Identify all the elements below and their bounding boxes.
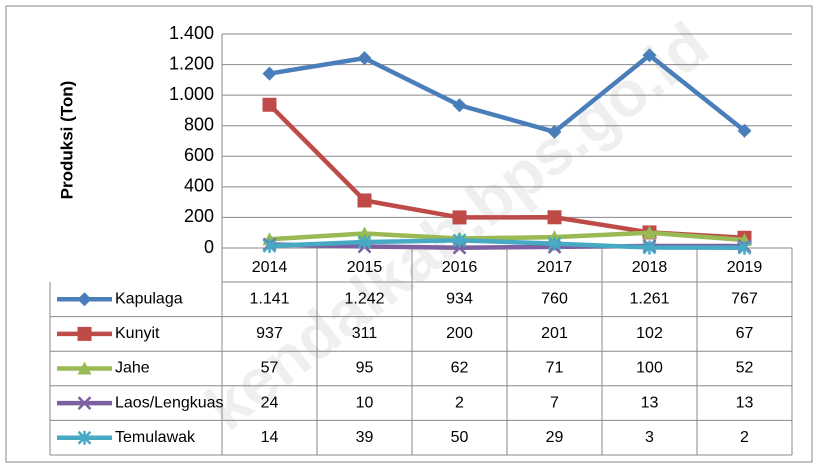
table-cell: 200 [446,325,473,342]
table-cell: 10 [356,394,374,411]
table-cell: 39 [356,429,374,446]
table-cell: 102 [636,325,663,342]
data-point [642,48,657,63]
data-point [452,210,467,225]
data-point [357,235,372,250]
y-tick-label: 600 [184,145,214,165]
table-cell: 934 [446,291,473,308]
table-cell: 13 [641,394,659,411]
table-cell: 14 [261,429,279,446]
legend-marker [77,326,92,341]
y-tick-label: 1.000 [169,84,214,104]
table-cell: 50 [451,429,469,446]
legend-marker [77,361,92,375]
table-cell: 67 [736,325,754,342]
table-cell: 29 [546,429,564,446]
legend-marker [77,430,92,445]
data-point [547,124,562,139]
y-axis-label: Produksi (Ton) [57,81,76,200]
legend-label: Temulawak [115,429,196,446]
table-cell: 311 [352,325,378,342]
series-line [269,230,745,243]
x-tick-label: 2014 [252,259,288,276]
data-point [547,210,562,225]
table-cell: 24 [261,394,279,411]
x-tick-label: 2019 [727,259,763,276]
table-cell: 760 [541,291,568,308]
table-cell: 95 [356,360,374,377]
legend-label: Kapulaga [115,291,183,308]
x-tick-label: 2017 [537,259,573,276]
data-point [452,98,467,113]
table-cell: 2 [455,394,464,411]
table-cell: 57 [261,360,279,377]
y-tick-label: 1.200 [169,53,214,73]
y-tick-label: 800 [184,114,214,134]
y-tick-label: 1.400 [169,23,214,43]
legend-marker [77,396,92,410]
legend-marker [77,292,92,307]
data-point [262,97,277,112]
data-point [357,193,372,208]
table-cell: 767 [731,291,758,308]
x-tick-label: 2015 [347,259,383,276]
table-cell: 71 [546,360,564,377]
y-tick-label: 200 [184,206,214,226]
data-point [262,238,277,253]
data-point [357,51,372,66]
data-point [357,226,372,240]
data-point [262,66,277,81]
series-line [269,238,745,250]
y-tick-label: 400 [184,176,214,196]
table-cell: 100 [636,360,663,377]
table-cell: 1.242 [344,291,384,308]
table-cell: 1.261 [629,291,669,308]
table-cell: 13 [736,394,754,411]
data-point [737,123,752,138]
table-cell: 1.141 [249,291,289,308]
series-line [269,52,746,135]
data-point [452,233,467,248]
x-tick-label: 2018 [632,259,668,276]
legend-label: Jahe [115,360,150,377]
data-point [642,225,657,239]
data-point [547,236,562,251]
table-cell: 937 [256,325,283,342]
table-cell: 7 [550,394,559,411]
table-cell: 52 [736,360,754,377]
table-cell: 62 [451,360,469,377]
x-tick-label: 2016 [442,259,478,276]
data-point [642,240,657,255]
data-point [737,240,752,255]
legend-label: Laos/Lengkuas [115,394,224,411]
table-cell: 3 [645,429,654,446]
y-tick-label: 0 [204,237,214,257]
table-cell: 2 [740,429,749,446]
table-cell: 201 [541,325,568,342]
legend-label: Kunyit [115,325,160,342]
